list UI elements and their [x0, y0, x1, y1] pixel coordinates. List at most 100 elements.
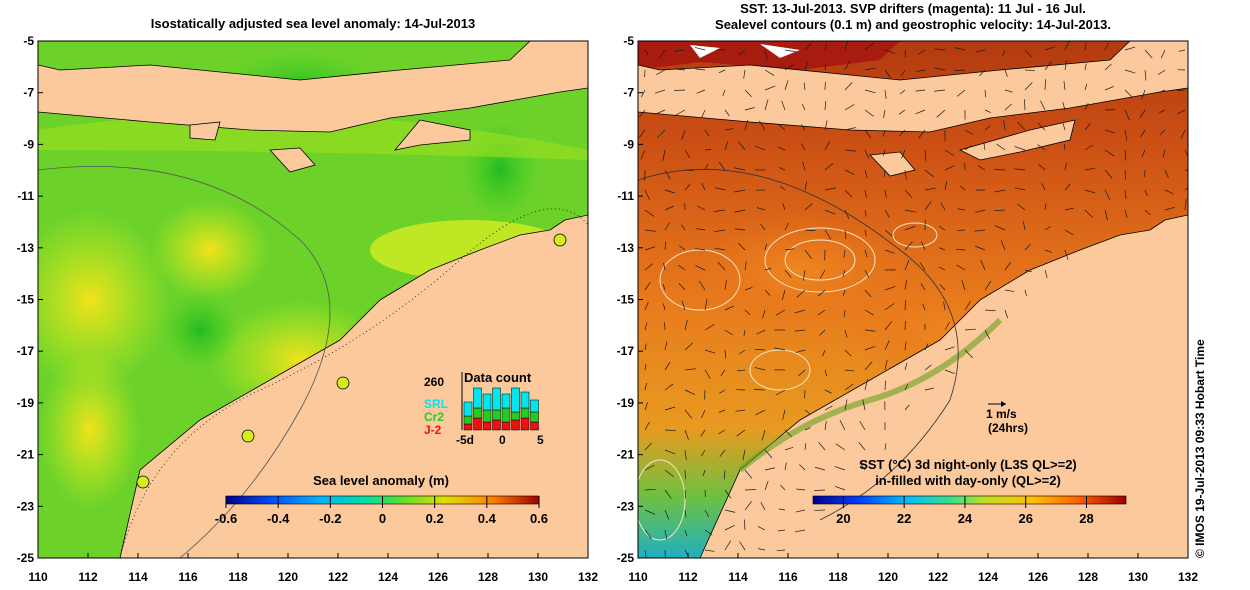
velocity-vector [934, 67, 946, 71]
y-tick-label: -21 [617, 448, 635, 462]
velocity-vector [859, 462, 866, 471]
velocity-vector [701, 449, 706, 457]
y-tick-label: -7 [23, 86, 34, 100]
velocity-vector [938, 266, 946, 271]
velocity-vector [762, 309, 766, 319]
velocity-vector [1024, 269, 1032, 273]
velocity-vector [943, 301, 946, 311]
velocity-vector [644, 402, 648, 411]
velocity-vector [1144, 209, 1151, 216]
velocity-vector [784, 462, 787, 471]
velocity-vector [1176, 109, 1186, 115]
velocity-vector [1124, 209, 1128, 219]
velocity-vector [804, 229, 816, 232]
velocity-vector [862, 399, 866, 411]
velocity-vector [984, 109, 991, 113]
x-tick-label: 130 [1128, 570, 1148, 584]
velocity-vector [644, 464, 655, 471]
velocity-vector [644, 529, 652, 539]
velocity-vector [694, 47, 706, 51]
velocity-vector [744, 89, 752, 97]
velocity-vector [795, 349, 806, 353]
velocity-vector [698, 280, 706, 291]
velocity-vector [714, 187, 726, 191]
velocity-vector [824, 209, 836, 215]
velocity-vector [944, 165, 955, 171]
velocity-vector [675, 109, 686, 116]
velocity-vector [924, 364, 932, 371]
colorbar-tick-label: 20 [836, 511, 850, 526]
velocity-vector [864, 361, 873, 371]
velocity-vector [656, 69, 666, 76]
velocity-vector [684, 409, 693, 419]
velocity-vector [663, 303, 666, 311]
velocity-vector [824, 369, 828, 377]
velocity-vector [1040, 100, 1046, 111]
velocity-vector [796, 488, 806, 491]
right-colorbar: SST (°C) 3d night-only (L3S QL>=2) in-fi… [812, 457, 1127, 526]
velocity-vector [714, 229, 726, 233]
x-tick-label: 124 [378, 570, 398, 584]
velocity-vector [1038, 164, 1046, 171]
velocity-vector [724, 305, 735, 311]
velocity-vector [724, 128, 734, 131]
velocity-vector [824, 120, 828, 131]
x-tick-label: 112 [78, 570, 98, 584]
velocity-vector [724, 524, 735, 531]
velocity-vector [884, 286, 896, 291]
velocity-vector [938, 225, 946, 231]
velocity-vector [764, 69, 775, 76]
velocity-vector [722, 89, 726, 97]
velocity-vector [1140, 129, 1146, 138]
velocity-vector [1184, 187, 1188, 191]
velocity-vector [1178, 49, 1186, 52]
velocity-vector [824, 140, 831, 151]
velocity-vector [664, 189, 675, 194]
left-panel-title: Isostatically adjusted sea level anomaly… [150, 16, 476, 31]
data-count-bar [482, 421, 492, 431]
velocity-vector [764, 49, 768, 61]
velocity-vector [764, 480, 769, 491]
velocity-vector [799, 464, 806, 471]
velocity-vector [864, 129, 872, 139]
data-count-bar [482, 393, 492, 411]
x-tick-label: 122 [928, 570, 948, 584]
velocity-vector [944, 346, 955, 351]
velocity-vector [924, 149, 927, 161]
y-tick-label: -19 [617, 396, 635, 410]
velocity-vector [817, 289, 826, 297]
velocity-vector [744, 309, 751, 315]
velocity-vector [944, 321, 950, 331]
colorbar-tick-label: -0.6 [215, 511, 237, 526]
velocity-vector [684, 389, 696, 395]
velocity-vector [844, 127, 856, 131]
velocity-vector [719, 389, 726, 394]
velocity-vector [819, 329, 826, 336]
velocity-vector [764, 243, 767, 251]
velocity-vector [702, 469, 706, 476]
velocity-vector [744, 469, 753, 479]
velocity-vector [755, 145, 766, 151]
velocity-vector [994, 209, 1006, 212]
velocity-vector [804, 249, 812, 259]
velocity-vector [824, 405, 833, 411]
velocity-vector [1064, 249, 1069, 260]
velocity-vector [954, 47, 966, 51]
left-colorbar: Sea level anomaly (m) -0.6 -0.4 -0.2 0 0.2 0.… [215, 473, 548, 526]
velocity-vector [757, 525, 766, 531]
velocity-vector [738, 242, 746, 251]
velocity-vector [1014, 187, 1026, 191]
velocity-vector [1044, 61, 1052, 71]
velocity-vector [944, 149, 954, 156]
velocity-vector [904, 169, 907, 180]
velocity-vector [939, 284, 946, 291]
velocity-vector [704, 369, 711, 379]
velocity-vector [760, 223, 766, 231]
velocity-vector [674, 68, 686, 71]
velocity-vector [1104, 209, 1108, 221]
velocity-vector [864, 89, 876, 94]
velocity-vector [844, 383, 854, 391]
velocity-vector [1164, 206, 1175, 211]
velocity-vector [800, 143, 806, 151]
velocity-vector [804, 427, 811, 431]
